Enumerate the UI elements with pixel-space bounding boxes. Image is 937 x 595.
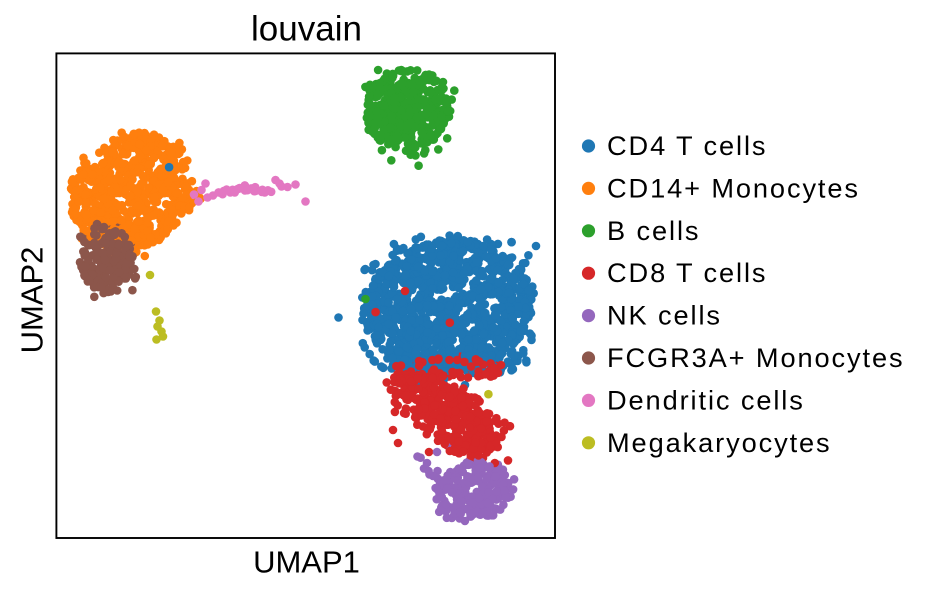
- svg-text:FCGR3A+ Monocytes: FCGR3A+ Monocytes: [607, 342, 904, 373]
- svg-text:NK cells: NK cells: [607, 300, 722, 331]
- svg-text:B cells: B cells: [607, 215, 700, 246]
- svg-text:UMAP2: UMAP2: [14, 247, 49, 354]
- svg-text:Megakaryocytes: Megakaryocytes: [607, 427, 832, 458]
- svg-text:CD4 T cells: CD4 T cells: [607, 130, 767, 161]
- svg-text:CD14+ Monocytes: CD14+ Monocytes: [607, 172, 860, 203]
- svg-text:louvain: louvain: [251, 10, 362, 49]
- svg-text:Dendritic cells: Dendritic cells: [607, 384, 805, 415]
- svg-text:CD8 T cells: CD8 T cells: [607, 257, 767, 288]
- svg-text:UMAP1: UMAP1: [253, 545, 360, 580]
